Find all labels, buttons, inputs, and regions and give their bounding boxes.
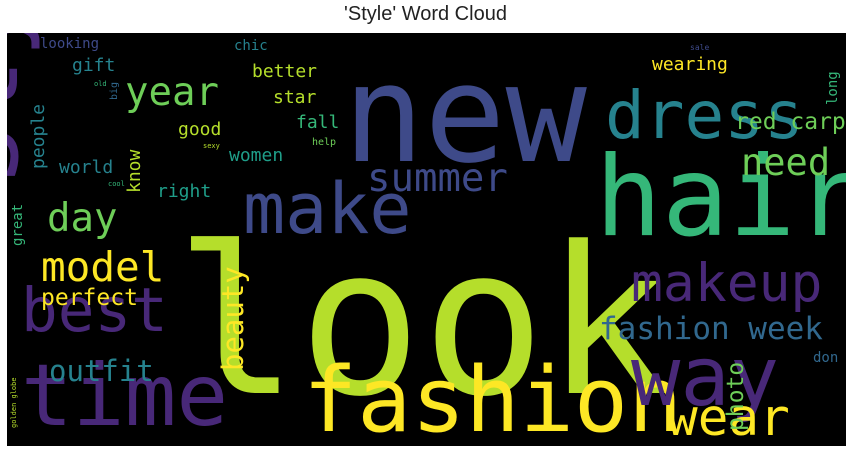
word-wear: wear bbox=[667, 389, 790, 446]
word-wearing: wearing bbox=[652, 54, 728, 75]
word-summer: summer bbox=[367, 156, 508, 201]
word-style: style bbox=[7, 33, 43, 187]
word-fall: fall bbox=[296, 112, 339, 133]
word-help: help bbox=[312, 137, 336, 148]
word-sale: sale bbox=[690, 43, 709, 52]
word-golden-globe: golden globe bbox=[10, 377, 18, 428]
word-photo: photo bbox=[723, 362, 749, 431]
word-need: need bbox=[741, 141, 830, 184]
word-looking: looking bbox=[40, 36, 99, 52]
word-red-carpet: red carpet bbox=[735, 109, 846, 135]
word-big: big bbox=[109, 82, 120, 100]
word-makeup: makeup bbox=[631, 253, 822, 314]
word-better: better bbox=[252, 61, 317, 82]
word-model: model bbox=[41, 243, 164, 291]
word-good: good bbox=[178, 119, 221, 140]
word-year: year bbox=[125, 70, 219, 115]
word-hair: hair bbox=[595, 133, 846, 262]
word-time: time bbox=[21, 346, 228, 446]
word-people: people bbox=[28, 104, 49, 169]
word-cool: cool bbox=[108, 180, 125, 188]
word-know: know bbox=[124, 149, 145, 193]
word-fashion-week: fashion week bbox=[599, 311, 823, 347]
word-best: best bbox=[21, 275, 168, 346]
word-look: look bbox=[175, 204, 669, 442]
word-fashion: fashion bbox=[303, 348, 682, 446]
word-gift: gift bbox=[72, 55, 115, 76]
chart-title: 'Style' Word Cloud bbox=[344, 3, 507, 25]
word-don: don bbox=[813, 350, 838, 366]
word-make: make bbox=[243, 168, 412, 250]
word-dress: dress bbox=[605, 77, 804, 154]
word-new: new bbox=[343, 36, 588, 193]
word-way: way bbox=[631, 330, 779, 425]
word-world: world bbox=[59, 157, 113, 178]
word-great: great bbox=[10, 204, 26, 246]
word-right: right bbox=[157, 181, 211, 202]
word-old: old bbox=[94, 80, 107, 88]
cloud-background bbox=[7, 33, 846, 446]
word-chic: chic bbox=[234, 38, 268, 54]
word-women: women bbox=[229, 145, 283, 166]
word-star: star bbox=[273, 87, 317, 108]
word-perfect: perfect bbox=[41, 285, 138, 311]
word-long: long bbox=[825, 71, 841, 105]
word-beauty: beauty bbox=[216, 266, 250, 371]
word-day: day bbox=[47, 196, 117, 241]
word-outfit: outfit bbox=[49, 354, 154, 388]
word-sexy: sexy bbox=[203, 142, 220, 150]
